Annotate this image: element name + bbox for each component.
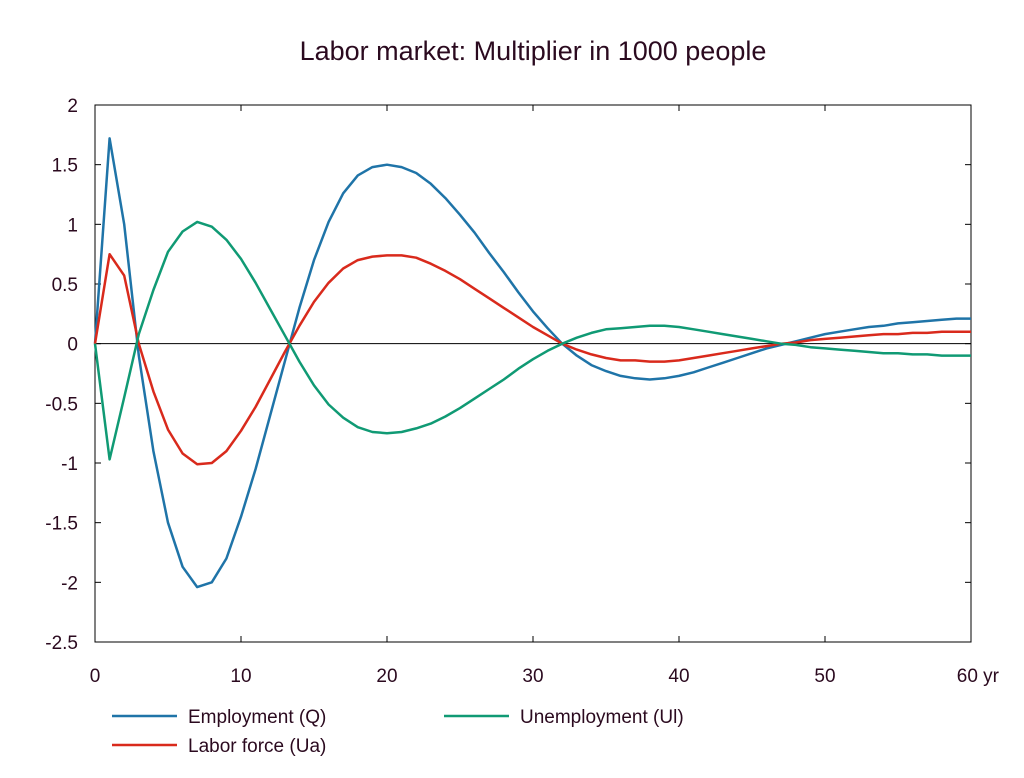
plot-area-frame <box>94 104 972 643</box>
legend-label: Labor force (Ua) <box>188 736 326 757</box>
x-tick-label: 20 <box>376 666 397 687</box>
x-tick-label: 50 <box>814 666 835 687</box>
y-tick-label: -2.5 <box>45 633 78 654</box>
y-tick-label: 1.5 <box>52 156 78 177</box>
y-tick-label: -1 <box>61 454 78 475</box>
series-lines <box>93 137 971 589</box>
x-tick-label: 10 <box>230 666 251 687</box>
y-tick-label: 2 <box>67 96 78 117</box>
y-tick-label: 0.5 <box>52 275 78 296</box>
series-line-labor-force-ua <box>93 252 971 466</box>
x-tick-label: 60 yr <box>957 666 1000 687</box>
y-tick-label: -1.5 <box>45 514 78 535</box>
x-tick-label: 0 <box>90 666 101 687</box>
series-line-employment-q <box>93 137 971 589</box>
y-tick-label: 0 <box>67 335 78 356</box>
legend: Employment (Q) Labor force (Ua) Unemployme… <box>112 707 684 757</box>
x-tick-label: 30 <box>522 666 543 687</box>
y-tick-label: 1 <box>67 215 78 236</box>
chart-title: Labor market: Multiplier in 1000 people <box>300 36 767 66</box>
series-line-unemployment-ul <box>93 220 971 461</box>
legend-label: Unemployment (Ul) <box>520 707 684 728</box>
y-tick-label: -2 <box>61 573 78 594</box>
axis-ticks: 2 1.5 1 0.5 0 -0.5 -1 -1.5 -2 -2.5 0 10 20 30 40 50 60 y… <box>45 96 999 687</box>
y-tick-label: -0.5 <box>45 394 78 415</box>
x-tick-label: 40 <box>668 666 689 687</box>
legend-label: Employment (Q) <box>188 707 326 728</box>
